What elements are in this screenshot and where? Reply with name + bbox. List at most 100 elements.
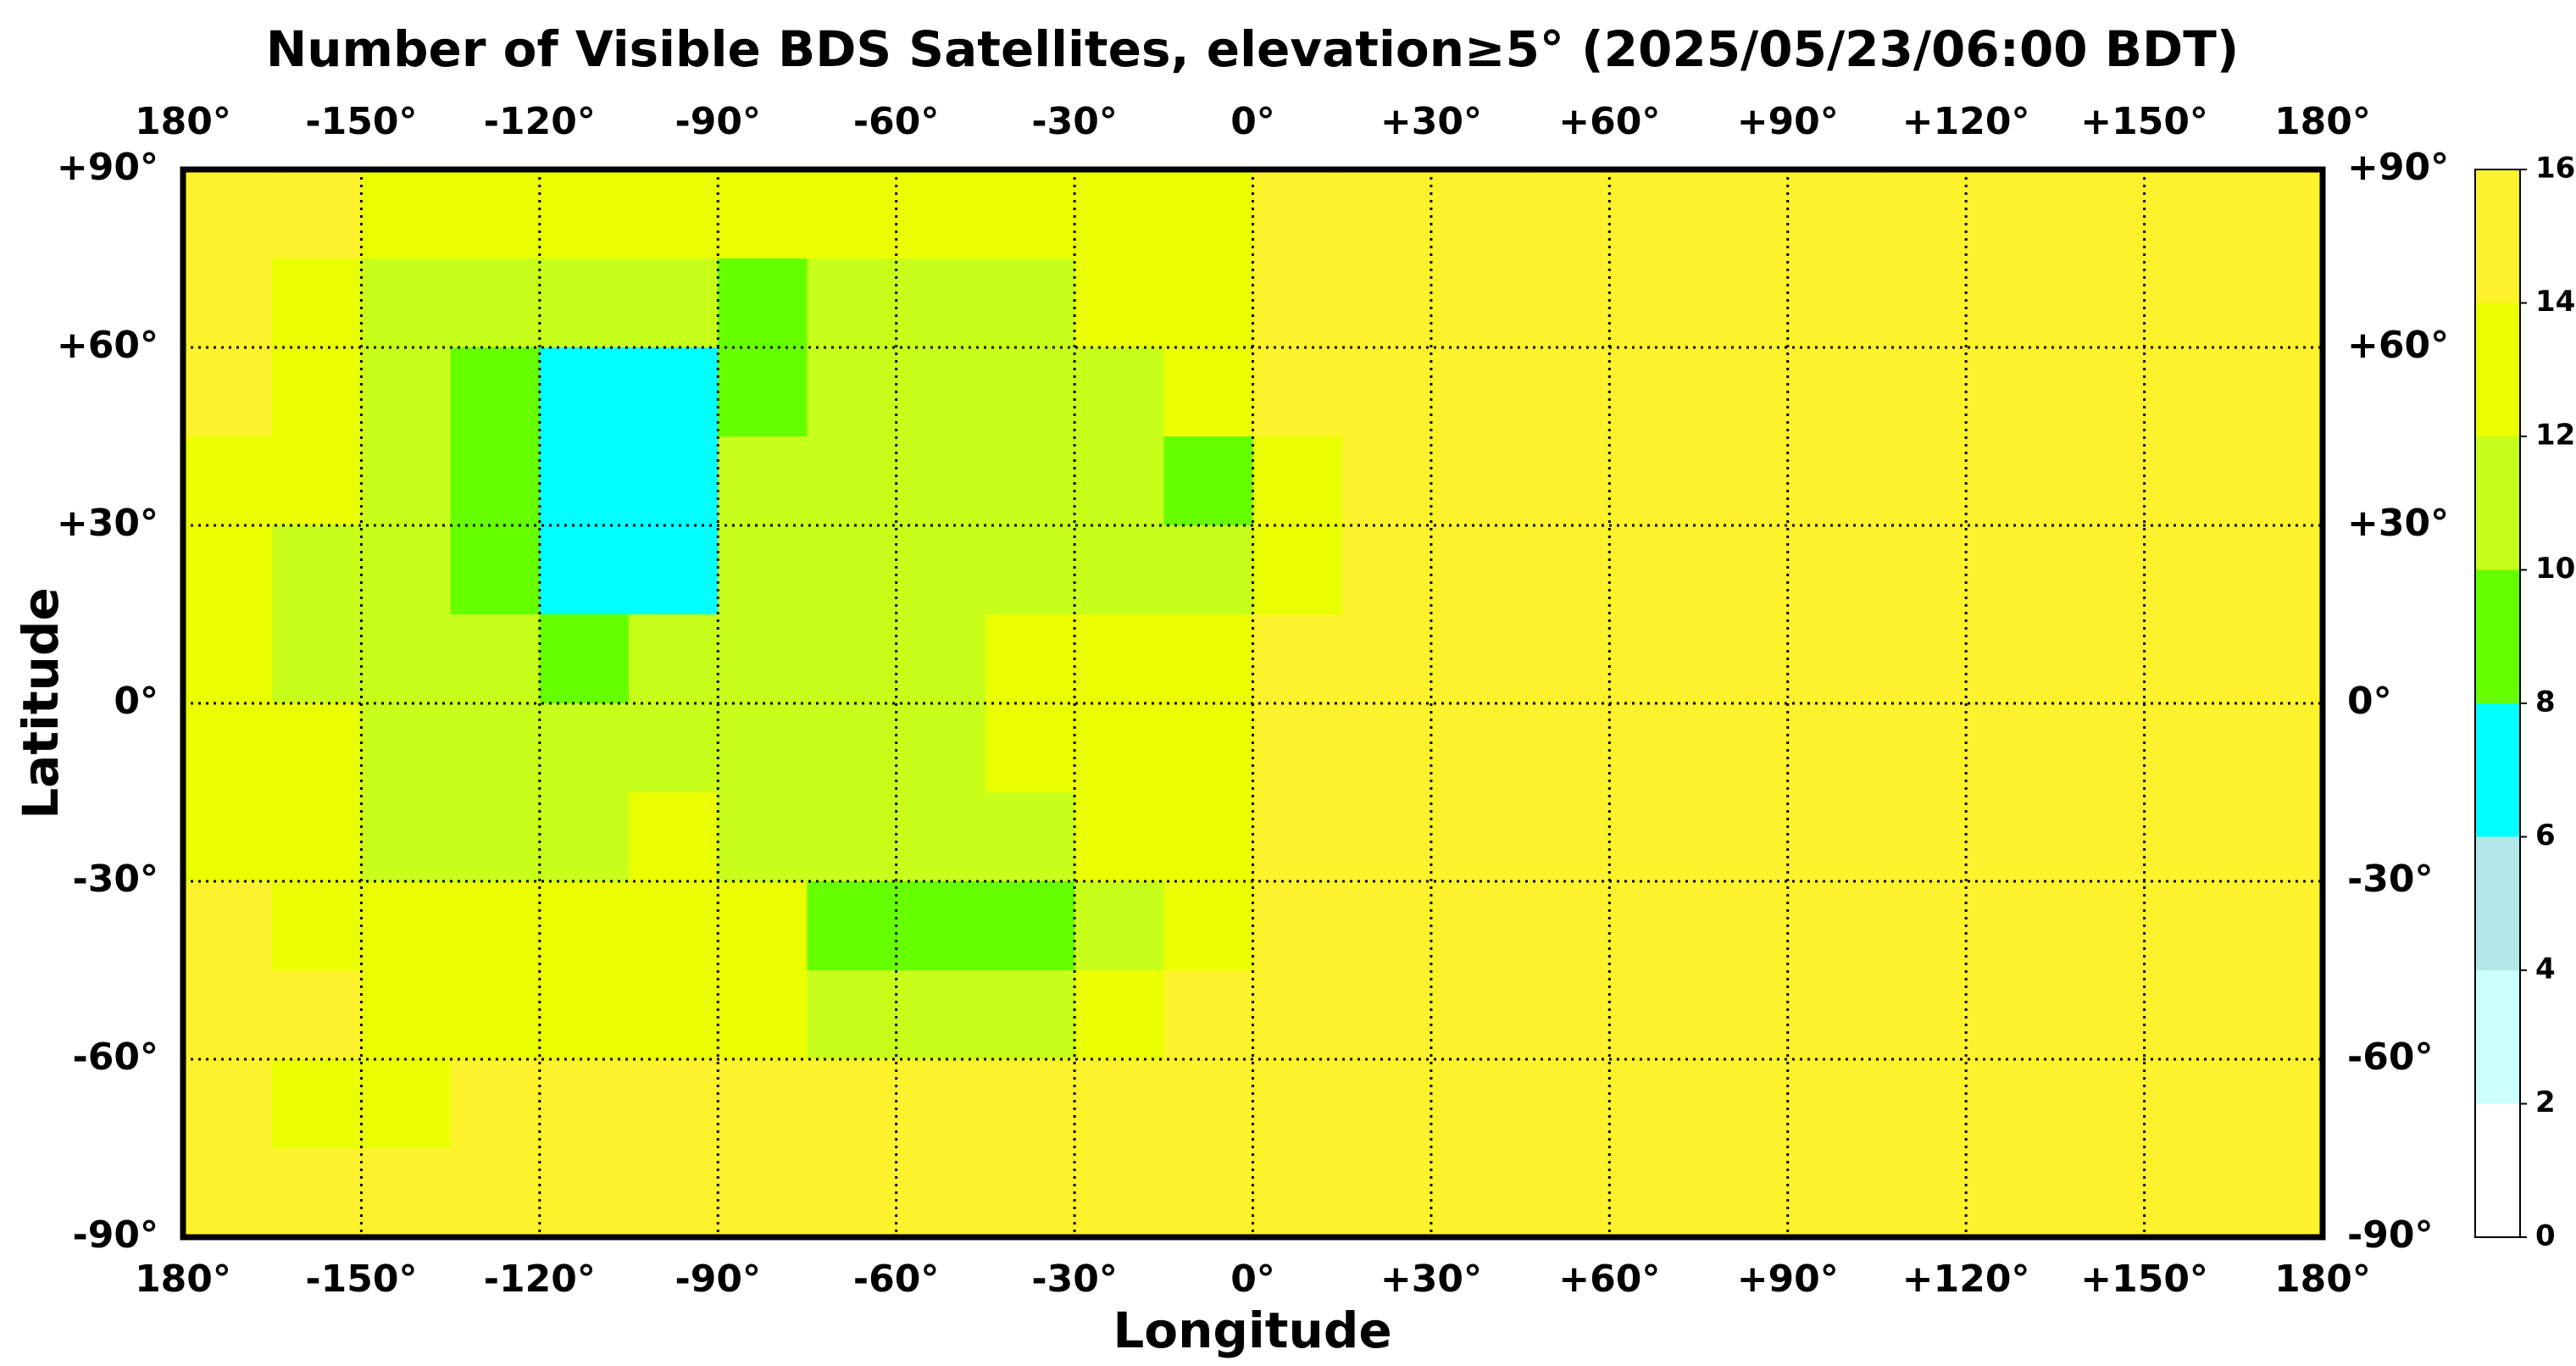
cell [1074, 436, 1165, 526]
cell [718, 792, 808, 882]
cell [629, 970, 719, 1060]
cell [1341, 703, 1432, 793]
x-tick-label-top: 180° [135, 100, 231, 143]
cell [629, 1059, 719, 1149]
cell [1074, 1148, 1165, 1238]
cell [1876, 792, 1967, 882]
cell [1966, 792, 2057, 882]
x-tick-label: -60° [853, 1258, 940, 1301]
cell [2055, 792, 2146, 882]
cell [1876, 169, 1967, 259]
cell [1163, 347, 1254, 437]
cell [1876, 1148, 1967, 1238]
cell [450, 703, 541, 793]
cell [1609, 970, 1700, 1060]
cell [1698, 970, 1789, 1060]
cell [183, 436, 274, 526]
cell [1787, 1059, 1878, 1149]
cell [718, 1148, 808, 1238]
x-tick-label: +150° [2080, 1258, 2208, 1301]
cell [718, 347, 808, 437]
cell [1430, 1148, 1521, 1238]
cell [2233, 1059, 2323, 1149]
cell [2055, 347, 2146, 437]
cell [1520, 792, 1611, 882]
cell [896, 792, 986, 882]
cell [361, 169, 452, 259]
cell [896, 1148, 986, 1238]
cell [1520, 614, 1611, 704]
y-tick-label-right: -90° [2347, 1213, 2434, 1257]
x-tick-label: 180° [2274, 1258, 2371, 1301]
cell [1163, 881, 1254, 971]
cell [1341, 258, 1432, 348]
cell [1430, 258, 1521, 348]
cell [1966, 881, 2057, 971]
cell [1966, 614, 2057, 704]
x-tick-label: -120° [484, 1258, 596, 1301]
y-tick-label: +30° [57, 502, 158, 545]
cell [272, 1059, 363, 1149]
cell [718, 525, 808, 615]
cell [1966, 258, 2057, 348]
cell [361, 792, 452, 882]
cell [1698, 525, 1789, 615]
cell [1787, 347, 1878, 437]
cell [1252, 169, 1343, 259]
cell [1787, 1148, 1878, 1238]
cell [2055, 614, 2146, 704]
colorbar-tick-label: 14 [2535, 285, 2575, 319]
cell [361, 703, 452, 793]
cell [1698, 614, 1789, 704]
cell [1520, 881, 1611, 971]
cell [1966, 1148, 2057, 1238]
x-tick-label: +30° [1380, 1258, 1482, 1301]
cell [361, 614, 452, 704]
cell [2233, 258, 2323, 348]
cell [272, 792, 363, 882]
colorbar-tick-label: 4 [2535, 952, 2556, 986]
colorbar-tick-label: 6 [2535, 819, 2556, 852]
cell [2144, 614, 2235, 704]
cell [1698, 703, 1789, 793]
cell [539, 169, 630, 259]
y-tick-label-right: +90° [2347, 146, 2449, 189]
cell [272, 703, 363, 793]
cell [1787, 614, 1878, 704]
cell [1430, 169, 1521, 259]
cell [1609, 436, 1700, 526]
cell [361, 881, 452, 971]
colorbar-tick-label: 10 [2535, 552, 2575, 586]
cell [539, 258, 630, 348]
cell [1520, 1148, 1611, 1238]
cell [2233, 970, 2323, 1060]
cell [807, 347, 897, 437]
cell [1163, 525, 1254, 615]
colorbar-segment [2475, 703, 2520, 837]
cell [2055, 1148, 2146, 1238]
colorbar-tick-label: 8 [2535, 686, 2556, 719]
cell [272, 970, 363, 1060]
cell [361, 347, 452, 437]
cell [1341, 436, 1432, 526]
cell [450, 169, 541, 259]
cell [1698, 881, 1789, 971]
cell [807, 258, 897, 348]
cell [1430, 792, 1521, 882]
cell [2055, 436, 2146, 526]
cell [1252, 525, 1343, 615]
cell [1341, 614, 1432, 704]
colorbar-segment [2475, 569, 2520, 703]
colorbar: 0 2 4 6 8 10 12 14 16 [2474, 152, 2575, 1253]
cell [1876, 1059, 1967, 1149]
cell [1876, 347, 1967, 437]
cell [272, 1148, 363, 1238]
cell [2055, 970, 2146, 1060]
y-tick-label-right: -60° [2347, 1036, 2434, 1079]
cell [2233, 703, 2323, 793]
cell [1609, 347, 1700, 437]
cell [450, 436, 541, 526]
cell [2233, 169, 2323, 259]
cell [985, 792, 1075, 882]
cell [718, 703, 808, 793]
